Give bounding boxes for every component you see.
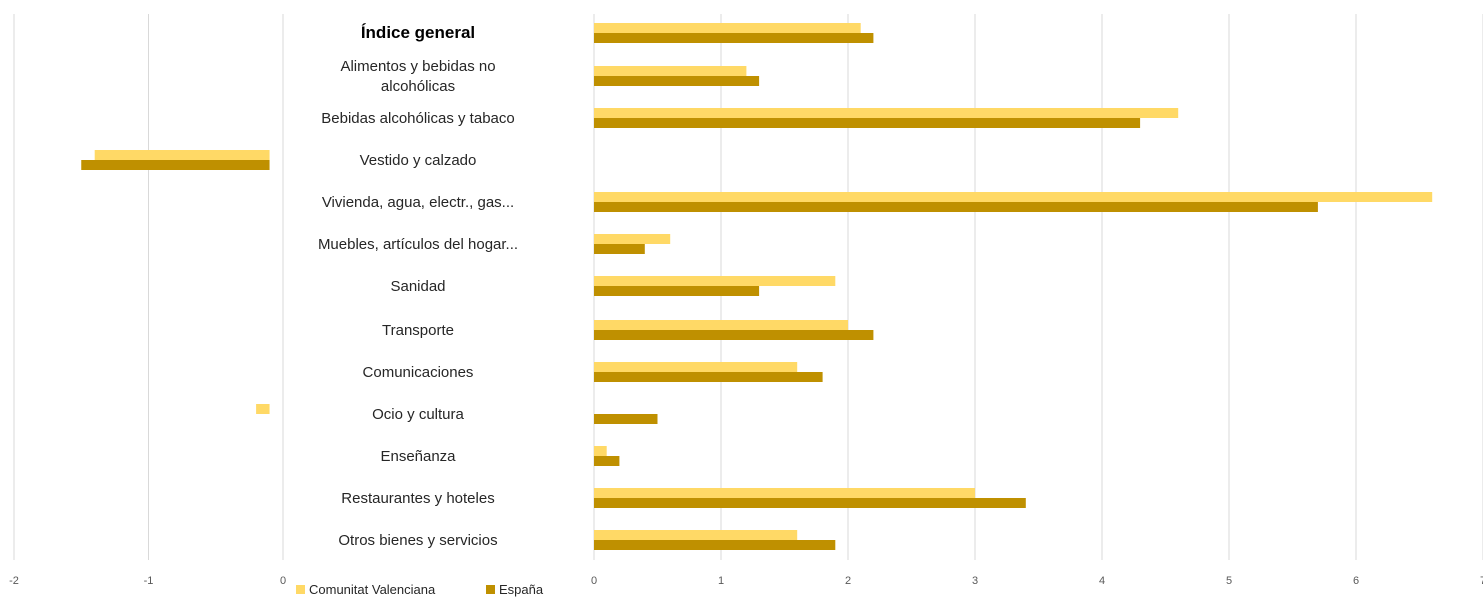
category-label: Bebidas alcohólicas y tabaco	[321, 110, 514, 127]
category-label: Ocio y cultura	[372, 406, 464, 423]
category-label: Enseñanza	[380, 448, 456, 465]
bar-cv-6	[594, 276, 836, 286]
category-label: Otros bienes y servicios	[338, 532, 497, 549]
bar-cv-12	[594, 530, 798, 540]
category-label: Sanidad	[390, 278, 445, 295]
bar-cv-7	[594, 320, 848, 330]
bar-es-3	[81, 160, 270, 170]
bar-es-11	[594, 498, 1026, 508]
bar-es-12	[594, 540, 836, 550]
category-label: Muebles, artículos del hogar...	[318, 236, 518, 253]
category-label: Vivienda, agua, electr., gas...	[322, 194, 514, 211]
bar-cv-10	[594, 446, 607, 456]
right-tick-label: 4	[1099, 575, 1105, 587]
category-label: Alimentos y bebidas no	[340, 58, 495, 75]
bar-cv-4	[594, 192, 1433, 202]
bar-cv-0	[594, 23, 861, 33]
legend-label-es: España	[499, 582, 544, 597]
bar-es-10	[594, 456, 620, 466]
bar-es-8	[594, 372, 823, 382]
bar-cv-3	[94, 150, 270, 160]
left-tick-label: 0	[280, 575, 286, 587]
bar-cv-11	[594, 488, 975, 498]
bar-es-4	[594, 202, 1318, 212]
left-tick-label: -1	[144, 575, 154, 587]
bar-es-5	[594, 244, 645, 254]
bar-es-2	[594, 118, 1141, 128]
right-tick-label: 6	[1353, 575, 1359, 587]
left-tick-label: -2	[9, 575, 19, 587]
bar-cv-1	[594, 66, 747, 76]
bar-es-0	[594, 33, 874, 43]
bar-es-1	[594, 76, 760, 86]
category-label: Vestido y calzado	[360, 152, 477, 169]
right-tick-label: 2	[845, 575, 851, 587]
category-label: Comunicaciones	[363, 364, 474, 381]
legend-swatch-es	[486, 585, 495, 594]
right-tick-label: 5	[1226, 575, 1232, 587]
bar-es-7	[594, 330, 874, 340]
right-tick-label: 7	[1480, 575, 1483, 587]
category-label: Índice general	[361, 23, 475, 42]
bar-cv-8	[594, 362, 798, 372]
bar-cv-5	[594, 234, 671, 244]
category-label: alcohólicas	[381, 78, 455, 95]
bar-es-6	[594, 286, 760, 296]
bar-es-9	[594, 414, 658, 424]
bar-cv-2	[594, 108, 1179, 118]
right-tick-label: 1	[718, 575, 724, 587]
category-label: Transporte	[382, 322, 454, 339]
legend-swatch-cv	[296, 585, 305, 594]
bar-cv-9	[256, 404, 270, 414]
category-label: Restaurantes y hoteles	[341, 490, 494, 507]
right-tick-label: 3	[972, 575, 978, 587]
legend-label-cv: Comunitat Valenciana	[309, 582, 436, 597]
right-tick-label: 0	[591, 575, 597, 587]
